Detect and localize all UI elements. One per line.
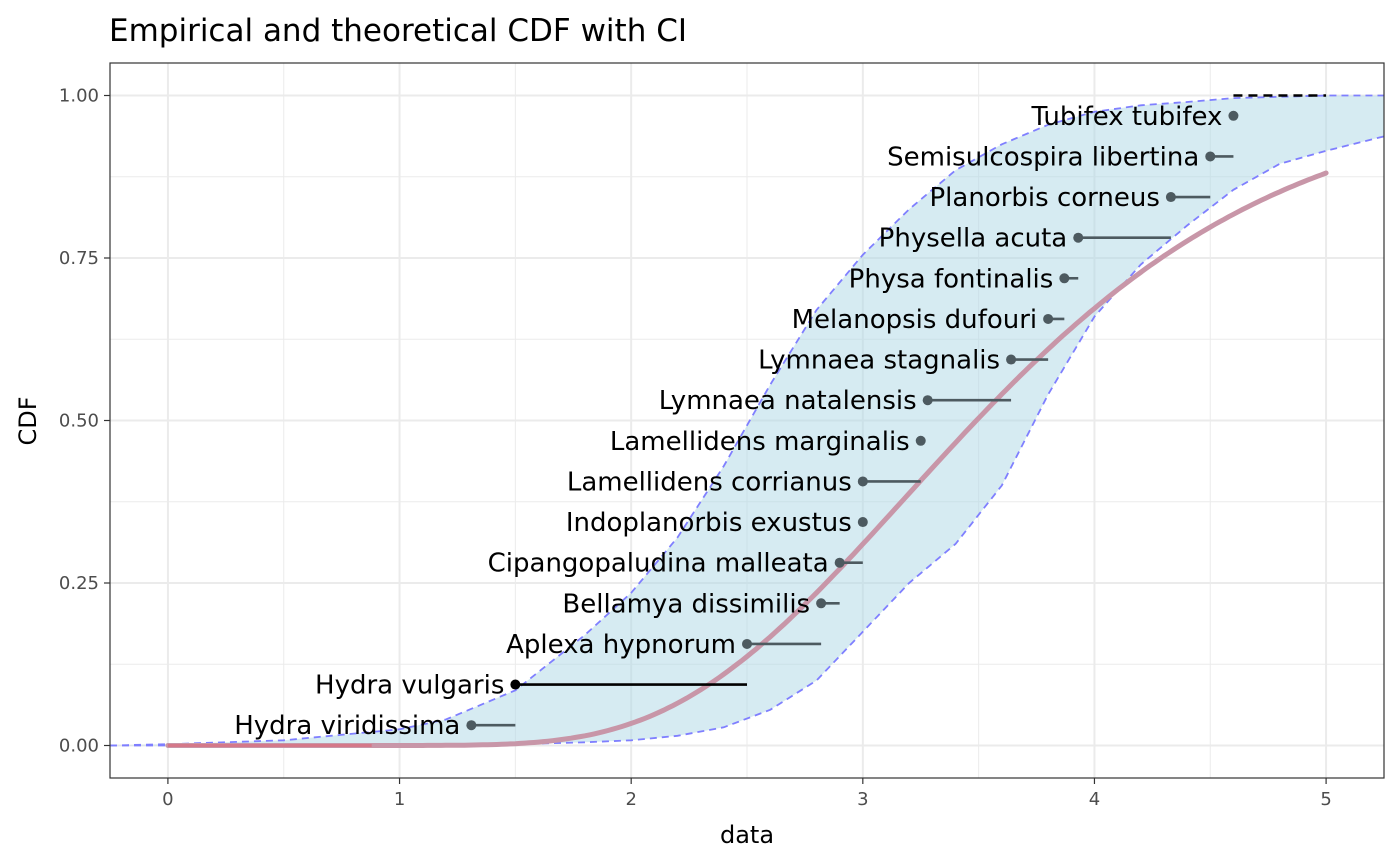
data-point xyxy=(1165,192,1176,203)
x-tick-label: 5 xyxy=(1320,789,1331,810)
data-point xyxy=(742,638,752,649)
ci-lower-line xyxy=(110,135,1385,747)
y-tick-label: 0.75 xyxy=(59,248,99,269)
x-tick-label: 3 xyxy=(857,789,868,810)
y-axis-title: CDF xyxy=(14,396,42,445)
species-label: Lymnaea natalensis xyxy=(659,386,917,416)
data-point xyxy=(1205,151,1216,162)
chart-title: Empirical and theoretical CDF with CI xyxy=(109,13,687,49)
species-label: Hydra vulgaris xyxy=(315,671,504,701)
y-tick-label: 0.50 xyxy=(59,411,99,432)
species-label: Hydra viridissima xyxy=(234,711,460,741)
x-tick-label: 4 xyxy=(1089,789,1100,810)
species-label: Indoplanorbis exustus xyxy=(566,508,852,538)
x-tick-label: 2 xyxy=(625,789,636,810)
data-point xyxy=(816,598,827,609)
x-axis-title: data xyxy=(720,821,774,849)
data-point xyxy=(1043,313,1054,324)
species-label: Physella acuta xyxy=(879,224,1068,254)
data-point xyxy=(922,395,933,406)
x-axis-ticks: 0 1 2 3 4 5 xyxy=(162,778,1332,810)
species-label: Bellamya dissimilis xyxy=(562,589,810,619)
ci-upper-line xyxy=(109,94,1384,747)
fitted-curve-group xyxy=(165,170,1329,748)
y-axis-ticks: 0.00 0.25 0.50 0.75 1.00 xyxy=(59,86,110,757)
data-point xyxy=(510,679,521,690)
species-label: Cipangopaludina malleata xyxy=(488,549,829,579)
y-tick-label: 0.00 xyxy=(59,736,99,757)
x-tick-label: 0 xyxy=(162,789,173,810)
x-tick-label: 1 xyxy=(394,789,405,810)
species-label: Melanopsis dufouri xyxy=(792,305,1038,335)
data-point xyxy=(466,720,477,731)
y-tick-label: 1.00 xyxy=(59,86,99,107)
data-point xyxy=(915,435,926,446)
species-label: Lamellidens corrianus xyxy=(567,467,852,497)
species-label: Aplexa hypnorum xyxy=(506,630,736,660)
species-label: Lymnaea stagnalis xyxy=(758,346,1000,376)
species-label: Physa fontinalis xyxy=(849,264,1054,294)
confidence-band xyxy=(109,94,1385,747)
species-label: Tubifex tubifex xyxy=(1030,102,1222,132)
data-point xyxy=(1059,273,1070,284)
species-label: Lamellidens marginalis xyxy=(610,427,910,457)
species-label: Semisulcospira libertina xyxy=(887,142,1199,172)
species-label: Planorbis corneus xyxy=(930,183,1160,213)
data-point xyxy=(834,557,845,568)
data-point xyxy=(1228,110,1239,121)
y-tick-label: 0.25 xyxy=(59,573,99,594)
data-point xyxy=(857,517,868,528)
data-points xyxy=(466,110,1239,731)
ci-band-fill xyxy=(110,95,1384,746)
data-point xyxy=(1006,354,1017,365)
data-point xyxy=(857,476,868,487)
point-segments xyxy=(471,155,1234,727)
data-point xyxy=(1073,232,1084,243)
